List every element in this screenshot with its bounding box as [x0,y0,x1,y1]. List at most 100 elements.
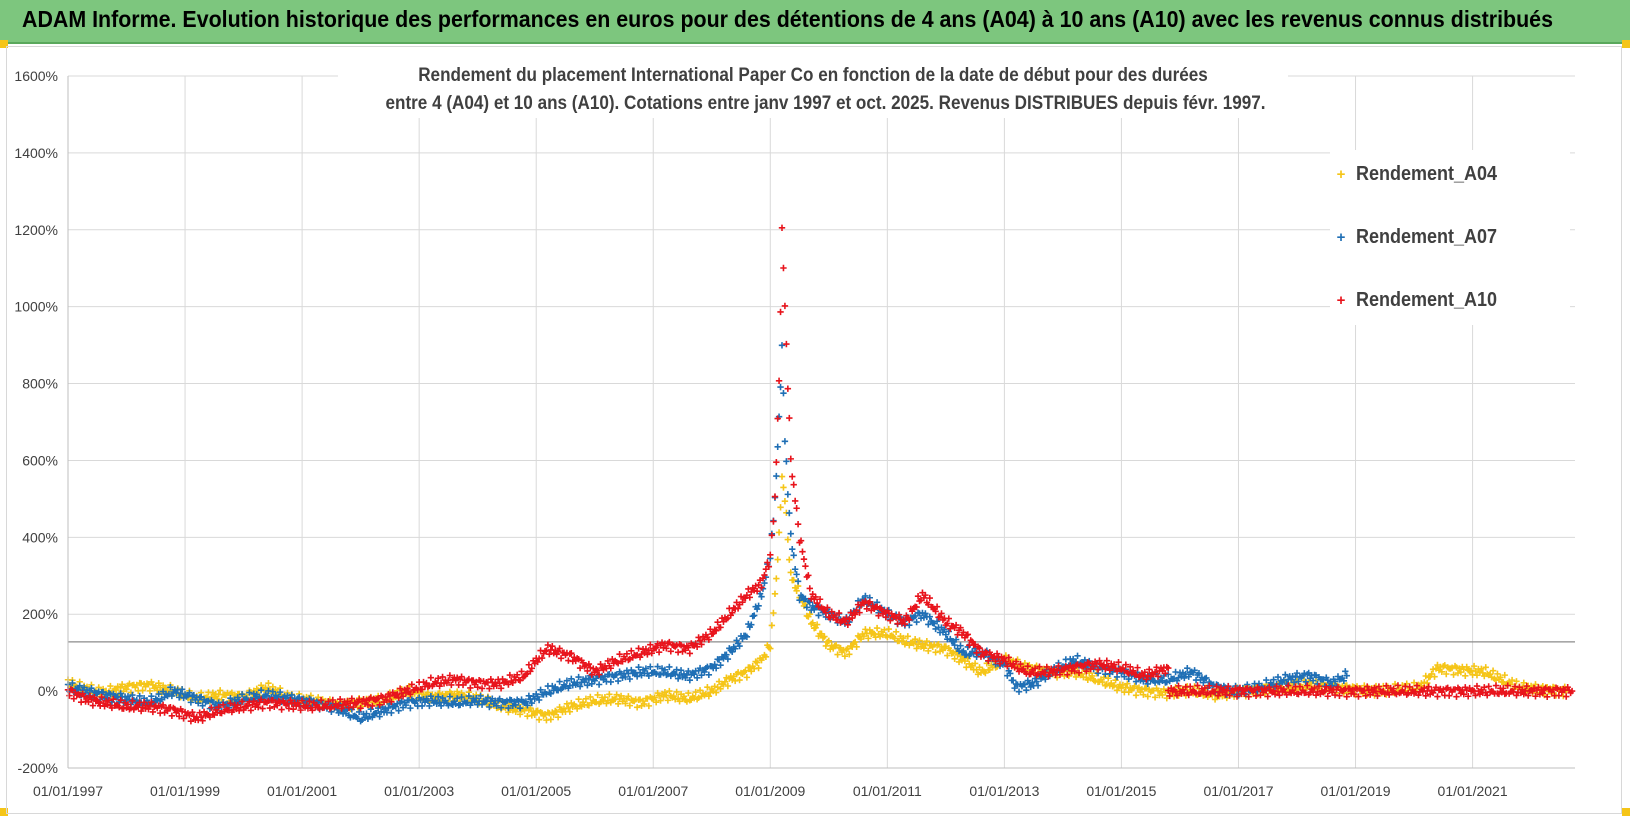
data-point [369,714,376,721]
legend-label-a07: Rendement_A07 [1356,225,1498,248]
data-point [1113,673,1121,681]
data-point [813,599,821,607]
data-point [1124,680,1131,687]
x-tick-label: 01/01/2017 [1203,783,1273,799]
data-point [396,685,404,692]
data-point [1185,673,1192,680]
data-point [673,688,680,696]
data-point [724,655,732,663]
data-point [647,641,654,648]
data-point [941,626,948,633]
series-rendement_a04 [64,473,1570,724]
data-point [696,637,704,644]
data-point [528,699,536,707]
data-point [364,701,372,709]
data-point [787,569,794,576]
data-point [522,698,530,705]
data-point [1226,692,1233,699]
data-point [547,690,555,697]
data-point [199,702,206,709]
data-point [790,552,797,559]
data-point [1270,687,1277,694]
data-point [1424,679,1431,687]
data-point [784,536,792,543]
data-point [274,702,281,709]
data-point [497,704,505,711]
data-point [616,650,623,658]
data-point [805,572,812,579]
data-point [399,693,407,700]
data-point [1563,693,1570,700]
data-point [506,671,514,679]
data-point [1302,678,1309,686]
data-point [66,692,73,699]
data-point [663,645,670,652]
data-point [1031,665,1039,672]
data-point [189,708,196,716]
legend-item-a10: + Rendement_A10 [1330,286,1513,314]
data-point [666,663,673,671]
data-point [821,633,828,640]
x-tick-label: 01/01/1997 [33,783,103,799]
data-point [1075,669,1083,676]
data-point [1002,658,1010,665]
data-point [721,678,729,686]
data-point [1072,673,1080,681]
data-point [882,613,890,621]
data-point [505,681,512,688]
data-point [1494,670,1501,678]
data-point [664,697,672,704]
data-point [538,654,546,662]
data-point [136,692,143,700]
data-point [911,612,919,620]
data-point [923,638,931,645]
data-point [758,593,765,600]
data-point [768,532,776,539]
data-point [329,696,337,704]
data-point [458,673,465,680]
data-point [1445,692,1453,699]
data-point [240,706,247,714]
data-point [1520,679,1527,686]
data-point [686,650,694,657]
data-point [951,641,958,649]
data-point [863,605,871,613]
data-point [1296,683,1304,690]
data-point [1024,662,1031,670]
data-point [714,619,721,626]
data-point [1105,675,1112,682]
data-point [1113,687,1121,694]
data-point [474,683,481,691]
data-point [587,693,594,701]
data-point [259,705,266,712]
data-point [1225,683,1232,690]
data-point [925,621,932,628]
data-point [1173,692,1181,699]
data-point [802,562,809,570]
data-point [1434,693,1441,700]
data-point [531,711,538,719]
data-point [535,716,543,723]
data-point [671,670,679,678]
data-point [800,555,808,563]
data-point [178,686,186,693]
data-point [338,705,345,712]
data-point [773,575,780,582]
data-point [933,618,941,625]
data-point [1485,683,1492,690]
data-point [247,707,255,714]
data-point [1470,662,1478,670]
data-point [1144,680,1151,688]
data-point [777,383,784,391]
data-point [546,650,553,658]
data-point [647,663,654,670]
data-point [1315,682,1323,690]
data-point [731,645,739,652]
data-point [951,655,958,663]
data-point [388,709,395,717]
data-point [865,635,872,642]
data-point [584,682,591,689]
data-point [1544,693,1551,700]
data-point [436,682,443,690]
data-point [1508,676,1516,684]
